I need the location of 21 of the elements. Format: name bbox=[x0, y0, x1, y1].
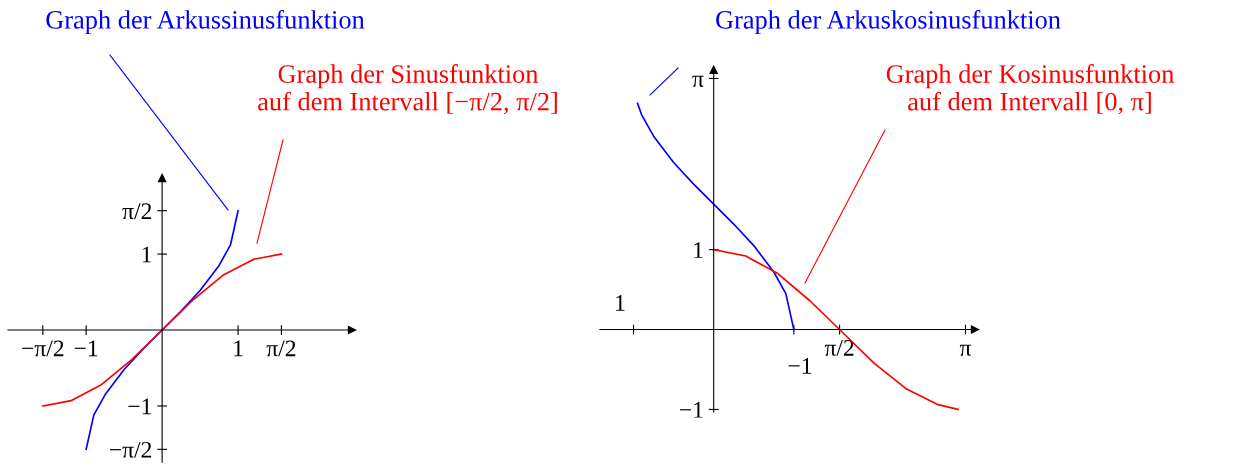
text: Graph der Arkuskosinusfunktion bbox=[716, 9, 1061, 35]
annotation: Graph der Kosinusfunktion auf dem Intervall [0, π] bbox=[886, 64, 1174, 115]
y-tick-label: −π/2 bbox=[109, 441, 152, 458]
x-tick-label: −π/2 bbox=[22, 340, 64, 357]
annotation: 1 bbox=[616, 295, 625, 311]
y-tick-label: 1 bbox=[142, 246, 151, 263]
y-tick-label: π/2 bbox=[122, 203, 152, 220]
x-tick-label: 1 bbox=[234, 340, 243, 357]
y-tick-label: −1 bbox=[680, 402, 703, 418]
annotation: −1 bbox=[788, 358, 812, 374]
text: Graph der Arkussinusfunktion bbox=[46, 9, 365, 35]
text: Graph der Sinusfunktion auf dem Intervall [−π/2, π/2] bbox=[258, 64, 557, 115]
x-tick-label: π/2 bbox=[266, 340, 296, 357]
x-tick-label: π bbox=[959, 344, 972, 356]
line-series bbox=[636, 102, 795, 331]
y-tick-label: π bbox=[692, 75, 704, 87]
y-tick-label: 1 bbox=[694, 242, 703, 258]
y-tick-label: −1 bbox=[128, 398, 151, 415]
x-tick-label: π/2 bbox=[824, 339, 854, 356]
line-series bbox=[712, 248, 959, 411]
x-tick-label: −1 bbox=[74, 340, 98, 357]
